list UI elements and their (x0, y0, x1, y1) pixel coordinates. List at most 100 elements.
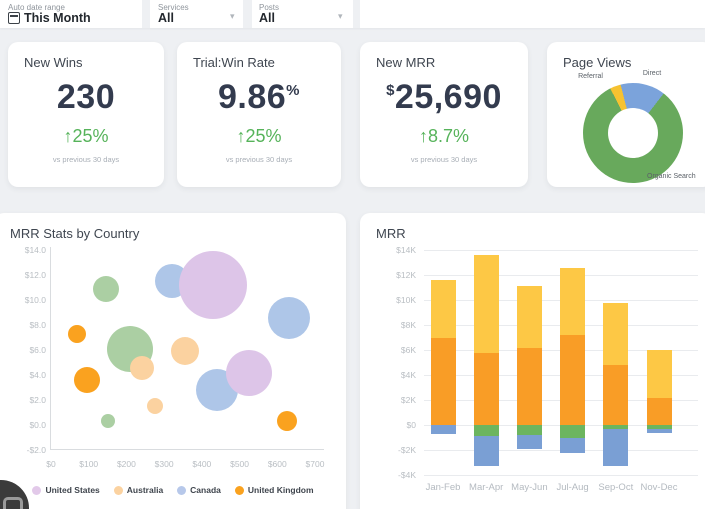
bubble-point (68, 324, 87, 343)
y-axis-tick-label: $0 (406, 420, 416, 430)
bar-segment (430, 337, 456, 425)
kpi-value: $25,690 (386, 78, 502, 116)
chevron-down-icon[interactable]: ▾ (338, 11, 343, 21)
x-axis-category-label: May-Jun (511, 482, 548, 493)
services-value[interactable]: All (158, 11, 174, 25)
y-axis-tick-label: $8.0 (29, 320, 46, 330)
legend-item-australia[interactable]: Australia (113, 485, 163, 495)
bar-segment (560, 437, 586, 453)
date-range-label: Auto date range (8, 3, 65, 12)
legend-swatch (113, 485, 123, 495)
x-axis-category-label: Nov-Dec (640, 482, 678, 493)
legend-swatch (234, 485, 244, 495)
bar-segment (646, 425, 672, 429)
y-axis-tick-label: -$2.0 (26, 445, 46, 455)
bubble-point (73, 367, 100, 393)
bubble-point (129, 355, 154, 380)
x-axis-tick-label: $200 (116, 459, 136, 469)
kpi-value: 9.86% (217, 78, 301, 116)
x-axis-tick-label: $600 (267, 459, 287, 469)
bubble-point (170, 337, 199, 366)
bubble-point (179, 251, 248, 319)
page-views-chart: Referral Direct Organic Search (547, 42, 705, 190)
card-title: New MRR (376, 55, 436, 70)
card-title: Page Views (563, 55, 632, 70)
bubble-point (276, 411, 297, 432)
y-axis-tick-label: $10.0 (24, 295, 46, 305)
legend-item-canada[interactable]: Canada (177, 485, 221, 495)
calendar-icon (8, 12, 20, 24)
legend-item-united-kingdom[interactable]: United Kingdom (234, 485, 314, 495)
donut-hole (608, 108, 658, 158)
x-axis-tick-label: $100 (79, 459, 99, 469)
card-title: MRR Stats by Country (10, 226, 140, 241)
kpi-card-trial-win-rate: Trial:Win Rate 9.86% ↑25% vs previous 30… (177, 42, 341, 187)
bar-segment (603, 302, 629, 365)
watermark-glyph (3, 497, 23, 509)
y-axis-tick-label: $4.0 (29, 370, 46, 380)
bar-segment (430, 425, 456, 435)
services-label: Services (158, 3, 189, 12)
bubble-chart: United States Australia Canada United Ki… (0, 240, 346, 509)
up-arrow-icon: ↑ (236, 126, 246, 146)
date-range-value[interactable]: This Month (24, 11, 91, 25)
bar-segment (646, 428, 672, 434)
bar-segment (560, 335, 586, 425)
y-axis-tick-label: $2.0 (29, 395, 46, 405)
x-axis-line (50, 449, 324, 450)
kpi-compare: vs previous 30 days (410, 155, 478, 164)
y-axis-tick-label: $14K (396, 245, 416, 255)
y-axis-tick-label: $2K (400, 395, 416, 405)
slice-label-organic-search: Organic Search (647, 173, 696, 180)
kpi-card-new-mrr: New MRR $25,690 ↑8.7% vs previous 30 day… (360, 42, 528, 187)
kpi-change: ↑25% (63, 126, 109, 146)
legend-swatch (32, 485, 42, 495)
y-axis-tick-label: -$4K (398, 470, 416, 480)
bar-segment (516, 286, 542, 348)
x-axis-category-label: Mar-Apr (469, 482, 504, 493)
y-axis-tick-label: $6K (400, 345, 416, 355)
bubble-point (267, 296, 310, 339)
up-arrow-icon: ↑ (63, 126, 73, 146)
bar-segment (473, 436, 499, 467)
y-axis-tick-label: $8K (400, 320, 416, 330)
y-axis-tick-label: $12K (396, 270, 416, 280)
slice-label-direct: Direct (642, 70, 662, 77)
bar-segment (646, 350, 672, 398)
x-axis-category-label: Jul-Aug (556, 482, 589, 493)
bar-segment (473, 425, 499, 437)
chevron-down-icon[interactable]: ▾ (230, 11, 235, 21)
bar-segment (603, 425, 629, 429)
filter-bar-gap (243, 0, 252, 28)
filter-bar-gap (353, 0, 360, 28)
kpi-card-new-wins: New Wins 230 ↑25% vs previous 30 days (8, 42, 164, 187)
mrr-stats-by-country-card: MRR Stats by Country (0, 213, 346, 509)
y-axis-tick-label: $10K (396, 295, 416, 305)
bar-segment (516, 435, 542, 449)
filter-bar: Auto date range This Month Services All … (0, 0, 705, 28)
x-axis-category-label: Sep-Oct (598, 482, 634, 493)
mrr-bar-chart: $14K $12K $10K $8K $6K $4K $2K $0 -$2K -$4K Jan-Fe… (360, 240, 705, 500)
posts-label: Posts (259, 3, 280, 12)
up-arrow-icon: ↑ (418, 126, 428, 146)
y-axis-tick-label: $0.0 (29, 420, 46, 430)
card-title: MRR (376, 226, 406, 241)
legend-item-united-states[interactable]: United States (32, 485, 100, 495)
kpi-compare: vs previous 30 days (52, 155, 120, 164)
x-axis-tick-label: $400 (192, 459, 212, 469)
x-axis-tick-label: $500 (230, 459, 250, 469)
legend-swatch (177, 485, 187, 495)
page-views-donut (583, 83, 683, 183)
slice-label-referral: Referral (578, 73, 603, 80)
kpi-change: ↑8.7% (418, 126, 470, 146)
bar-segment (430, 280, 456, 338)
bubble-point (92, 275, 119, 302)
kpi-change: ↑25% (236, 126, 282, 146)
y-axis-tick-label: $12.0 (24, 270, 46, 280)
bar-segment (603, 365, 629, 425)
bar-segment (560, 267, 586, 335)
gridline (424, 250, 698, 251)
x-axis-tick-label: $700 (305, 459, 325, 469)
posts-value[interactable]: All (259, 11, 275, 25)
